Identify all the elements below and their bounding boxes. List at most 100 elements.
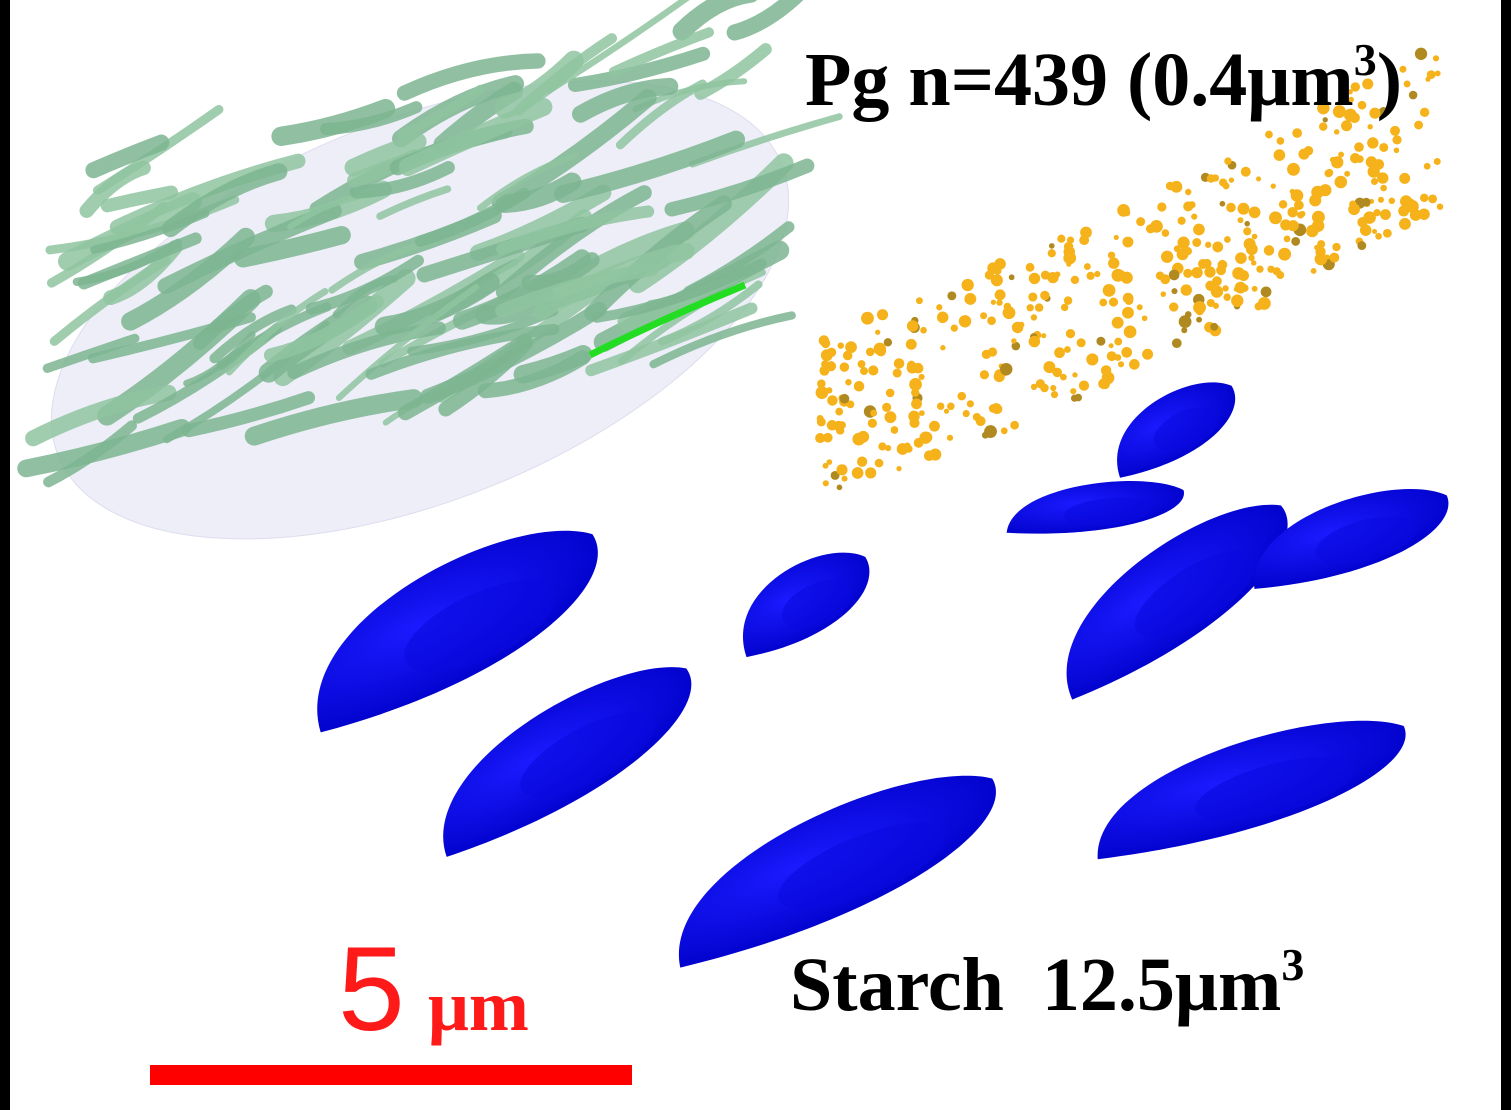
plastoglobule xyxy=(908,411,919,422)
plastoglobule xyxy=(1122,307,1134,319)
plastoglobule xyxy=(1169,302,1178,311)
plastoglobule xyxy=(1317,240,1325,248)
plastoglobule xyxy=(1029,273,1040,284)
plastoglobule xyxy=(1057,235,1065,243)
plastoglobule xyxy=(905,445,913,453)
plastoglobule xyxy=(907,362,918,373)
plastoglobule xyxy=(1280,219,1291,230)
plastoglobule xyxy=(1312,220,1324,232)
plastoglobule xyxy=(816,386,829,399)
plastoglobule xyxy=(1224,157,1231,164)
plastoglobule xyxy=(1415,48,1427,60)
plastoglobule xyxy=(1331,161,1338,168)
page: Pg n=439 (0.4μm3) Starch 12.5μm3 5 μm ((… xyxy=(0,0,1511,1110)
plastoglobule xyxy=(1277,137,1285,145)
plastoglobule xyxy=(982,432,989,439)
plastoglobule xyxy=(1160,274,1170,284)
plastoglobule xyxy=(1249,207,1261,219)
plastoglobule xyxy=(870,410,877,417)
plastoglobule xyxy=(994,258,1006,270)
plastoglobule xyxy=(1096,337,1105,346)
plastoglobule xyxy=(1224,236,1231,243)
plastoglobule xyxy=(893,369,902,378)
plastoglobule xyxy=(1084,263,1091,270)
plastoglobule xyxy=(967,400,974,407)
plastoglobule xyxy=(1188,201,1195,208)
plastoglobule xyxy=(1264,245,1274,255)
plastoglobule xyxy=(1028,292,1037,301)
plastoglobule xyxy=(1060,374,1067,381)
plastoglobule xyxy=(821,360,829,368)
plastoglobule xyxy=(1433,55,1439,61)
plastoglobule xyxy=(1338,152,1344,158)
starch-label-sup: 3 xyxy=(1281,939,1304,990)
plastoglobule xyxy=(857,457,867,467)
plastoglobule xyxy=(1118,361,1124,367)
plastoglobule xyxy=(845,341,857,353)
plastoglobule xyxy=(1161,291,1167,297)
plastoglobule xyxy=(877,309,888,320)
plastoglobule xyxy=(1010,421,1019,430)
plastoglobule xyxy=(991,300,996,305)
plastoglobule xyxy=(1011,338,1016,343)
pg-label-sup: 3 xyxy=(1354,34,1377,85)
plastoglobule xyxy=(1389,198,1395,204)
plastoglobule xyxy=(1000,363,1012,375)
plastoglobule xyxy=(1219,178,1227,186)
plastoglobule xyxy=(1427,70,1436,79)
plastoglobule xyxy=(1223,293,1230,300)
plastoglobule xyxy=(1292,130,1298,136)
pg-label-main: Pg n=439 (0.4μm xyxy=(805,38,1354,122)
plastoglobule xyxy=(836,464,847,475)
plastoglobule xyxy=(1399,218,1411,230)
plastoglobule xyxy=(1238,203,1250,215)
plastoglobule xyxy=(1207,174,1215,182)
plastoglobule xyxy=(973,413,981,421)
plastoglobule xyxy=(842,476,848,482)
plastoglobule xyxy=(1278,248,1291,261)
plastoglobule xyxy=(1142,315,1148,321)
plastoglobule xyxy=(1063,252,1076,265)
plastoglobule xyxy=(1235,252,1247,264)
plastoglobule xyxy=(1018,322,1024,328)
plastoglobule xyxy=(929,421,940,432)
plastoglobule xyxy=(1315,253,1328,266)
plastoglobule xyxy=(1379,143,1388,152)
plastoglobule xyxy=(882,403,891,412)
plastoglobule xyxy=(959,315,971,327)
scale-number: 5 xyxy=(338,922,405,1056)
plastoglobule xyxy=(868,419,877,428)
plastoglobule xyxy=(947,435,953,441)
plastoglobule xyxy=(1146,224,1155,233)
plastoglobule xyxy=(1075,394,1083,402)
plastoglobule xyxy=(1108,258,1119,269)
plastoglobule xyxy=(1336,180,1342,186)
plastoglobule xyxy=(1196,317,1202,323)
plastoglobule xyxy=(1437,203,1444,210)
plastoglobule xyxy=(1172,338,1182,348)
plastoglobule xyxy=(1368,165,1380,177)
plastoglobule xyxy=(919,374,925,380)
plastoglobule xyxy=(860,367,868,375)
plastoglobule xyxy=(894,358,905,369)
plastoglobule xyxy=(1061,304,1068,311)
plastoglobule xyxy=(1179,315,1192,328)
plastoglobule xyxy=(962,279,974,291)
plastoglobule xyxy=(823,463,829,469)
plastoglobule xyxy=(1003,306,1016,319)
plastoglobule xyxy=(1349,201,1356,208)
plastoglobule xyxy=(1420,108,1429,117)
plastoglobule xyxy=(916,297,923,304)
plastoglobule xyxy=(911,388,919,396)
plastoglobule xyxy=(1191,214,1197,220)
plastoglobule xyxy=(988,347,997,356)
plastoglobule xyxy=(1178,217,1186,225)
plastoglobule xyxy=(1226,203,1236,213)
plastoglobule xyxy=(913,379,919,385)
plastoglobule xyxy=(1375,233,1382,240)
plastoglobule xyxy=(1271,183,1276,188)
plastoglobule xyxy=(1252,234,1258,240)
plastoglobule xyxy=(1047,272,1058,283)
plastoglobule xyxy=(1344,171,1350,177)
plastoglobule xyxy=(1332,243,1340,251)
